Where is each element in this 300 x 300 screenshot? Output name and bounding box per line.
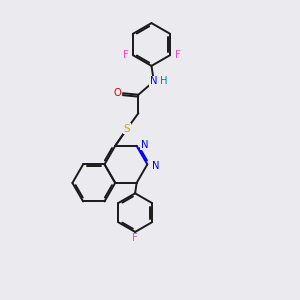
Text: N: N: [152, 160, 159, 171]
Text: N: N: [141, 140, 149, 150]
Text: H: H: [160, 76, 167, 86]
Text: S: S: [124, 124, 130, 134]
Text: F: F: [132, 233, 138, 244]
Text: O: O: [114, 88, 122, 98]
Text: F: F: [175, 50, 180, 60]
Text: F: F: [123, 50, 128, 60]
Text: N: N: [150, 76, 158, 86]
